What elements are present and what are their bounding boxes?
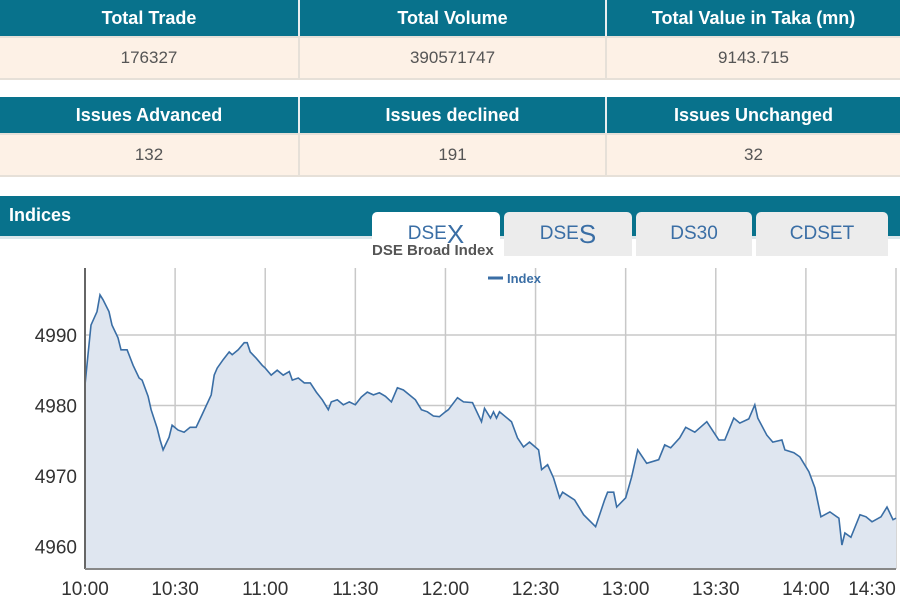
y-tick-label: 4990: [35, 326, 77, 347]
chart-legend: Index: [488, 271, 542, 286]
index-chart: 4960 4970 4980 4990 10:00 10:30 11:00 11:30 12:0…: [35, 242, 897, 600]
indices-title: Indices: [9, 205, 72, 225]
issues-declined-header: Issues declined: [300, 97, 607, 133]
issues-unchanged-value: 32: [744, 145, 763, 164]
tab-dsex-suffix: X: [446, 218, 465, 249]
x-tick-label: 12:30: [512, 579, 560, 600]
chart-axes: 4960 4970 4980 4990 10:00 10:30 11:00 11:30 12:0…: [35, 268, 896, 600]
x-tick-label: 14:30: [848, 579, 896, 600]
total-value-value: 9143.715: [718, 48, 789, 67]
tab-ds30[interactable]: DS30: [636, 212, 752, 256]
legend-label: Index: [507, 271, 542, 286]
issues-advanced-value: 132: [0, 135, 300, 175]
market-summary-table: Total Trade Total Volume Total Value in …: [0, 0, 900, 80]
y-tick-label: 4980: [35, 396, 77, 417]
index-series-line: [84, 292, 897, 546]
tab-dsex-prefix: DSE: [407, 223, 447, 244]
x-tick-label: 10:30: [151, 579, 199, 600]
index-area-fill: [85, 294, 896, 569]
issues-table: Issues Advanced Issues declined Issues U…: [0, 97, 900, 177]
total-trade-value: 176327: [0, 38, 300, 78]
issues-unchanged-header: Issues Unchanged: [673, 104, 834, 125]
total-trade-header: Total Trade: [0, 0, 300, 36]
total-volume-header: Total Volume: [300, 0, 607, 36]
tab-dses-prefix: DSE: [539, 223, 579, 244]
total-value-header: Total Value in Taka (mn): [651, 7, 856, 28]
x-tick-label: 13:30: [692, 579, 740, 600]
tab-dses-suffix: S: [578, 218, 597, 249]
x-tick-label: 14:00: [782, 579, 830, 600]
chart-title: DSE Broad Index: [372, 242, 494, 259]
tab-cdset[interactable]: CDSET: [756, 212, 888, 256]
x-tick-label: 11:30: [332, 579, 378, 600]
x-tick-label: 10:00: [61, 579, 109, 600]
x-tick-label: 11:00: [242, 579, 288, 600]
issues-declined-value: 191: [300, 135, 607, 175]
x-tick-label: 12:00: [422, 579, 470, 600]
y-tick-label: 4970: [35, 467, 77, 488]
tab-dses[interactable]: DSE S: [504, 212, 632, 256]
tab-dsex[interactable]: DSE X: [372, 212, 500, 256]
total-volume-value: 390571747: [300, 38, 607, 78]
x-tick-label: 13:00: [602, 579, 650, 600]
issues-advanced-header: Issues Advanced: [0, 97, 300, 133]
y-tick-label: 4960: [35, 537, 77, 558]
